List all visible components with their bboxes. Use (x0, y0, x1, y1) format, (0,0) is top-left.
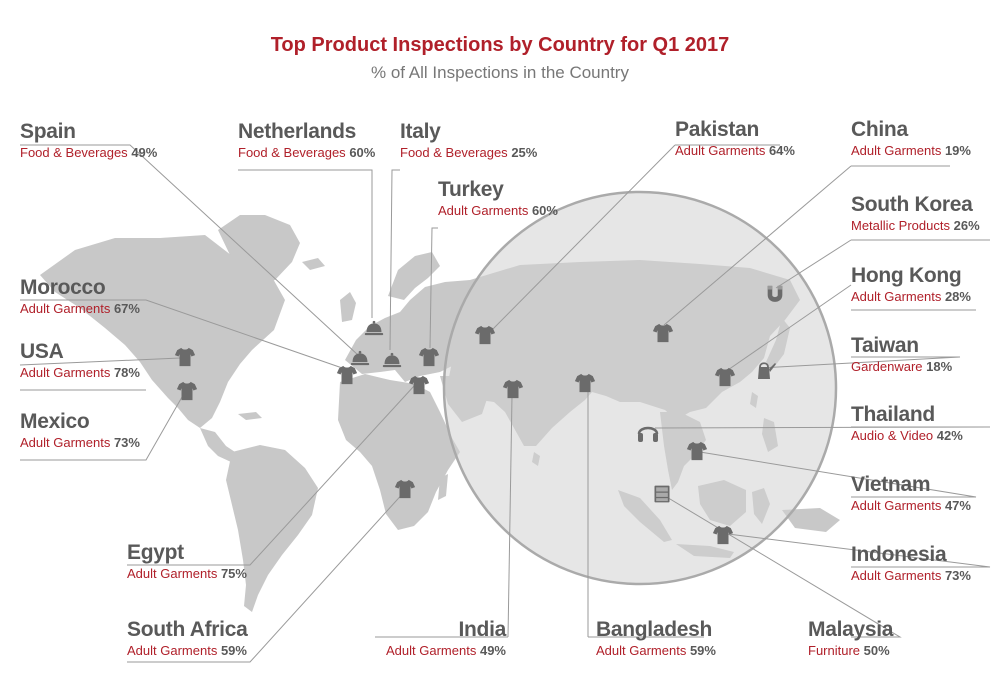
country-name: Spain (20, 120, 76, 143)
country-name: India (458, 618, 506, 641)
chart-subtitle: % of All Inspections in the Country (371, 63, 629, 82)
percentage: 75% (220, 566, 247, 581)
label-netherlands: Netherlands Food & Beverages 60% (238, 120, 375, 162)
percentage: 59% (689, 643, 716, 658)
product-category: Adult Garments (127, 643, 218, 658)
percentage: 73% (944, 568, 971, 583)
label-italy: Italy Food & Beverages 25% (400, 120, 537, 162)
percentage: 64% (768, 143, 795, 158)
label-spain: Spain Food & Beverages 49% (20, 120, 157, 162)
country-name: Turkey (438, 178, 504, 201)
country-name: South Korea (851, 193, 973, 216)
percentage: 47% (944, 498, 971, 513)
product-category: Adult Garments (851, 568, 942, 583)
cabinet-icon-malaysia (654, 485, 670, 503)
product-category: Food & Beverages (238, 145, 346, 160)
percentage: 19% (944, 143, 971, 158)
percentage: 60% (531, 203, 558, 218)
percentage: 67% (113, 301, 140, 316)
product-category: Adult Garments (20, 435, 111, 450)
percentage: 26% (953, 218, 980, 233)
country-name: Netherlands (238, 120, 357, 143)
label-egypt: Egypt Adult Garments 75% (127, 541, 247, 583)
percentage: 60% (349, 145, 376, 160)
country-name: Taiwan (851, 334, 919, 357)
country-name: Vietnam (851, 473, 931, 496)
label-hong-kong: Hong Kong Adult Garments 28% (851, 264, 971, 306)
label-morocco: Morocco Adult Garments 67% (20, 276, 140, 318)
label-taiwan: Taiwan Gardenware 18% (851, 334, 952, 376)
label-indonesia: Indonesia Adult Garments 73% (851, 543, 971, 585)
country-name: Indonesia (851, 543, 947, 566)
magnifier-circle (442, 190, 838, 586)
label-thailand: Thailand Audio & Video 42% (851, 403, 963, 445)
percentage: 49% (131, 145, 158, 160)
country-name: Mexico (20, 410, 90, 433)
product-category: Adult Garments (851, 498, 942, 513)
country-name: Thailand (851, 403, 935, 426)
product-category: Food & Beverages (20, 145, 128, 160)
product-category: Furniture (808, 643, 861, 658)
percentage: 59% (220, 643, 247, 658)
product-category: Adult Garments (851, 289, 942, 304)
percentage: 49% (479, 643, 506, 658)
country-name: Italy (400, 120, 441, 143)
percentage: 42% (936, 428, 963, 443)
product-category: Adult Garments (675, 143, 766, 158)
country-name: Malaysia (808, 618, 894, 641)
label-bangladesh: Bangladesh Adult Garments 59% (596, 618, 716, 660)
label-pakistan: Pakistan Adult Garments 64% (675, 118, 795, 160)
product-category: Audio & Video (851, 428, 934, 443)
label-vietnam: Vietnam Adult Garments 47% (851, 473, 971, 515)
country-name: China (851, 118, 908, 141)
label-mexico: Mexico Adult Garments 73% (20, 410, 140, 452)
percentage: 25% (511, 145, 538, 160)
percentage: 78% (113, 365, 140, 380)
country-name: Egypt (127, 541, 184, 564)
country-name: Hong Kong (851, 264, 962, 287)
percentage: 50% (863, 643, 890, 658)
label-china: China Adult Garments 19% (851, 118, 971, 160)
product-category: Adult Garments (20, 301, 111, 316)
label-turkey: Turkey Adult Garments 60% (438, 178, 558, 220)
country-name: USA (20, 340, 64, 363)
label-south-africa: South Africa Adult Garments 59% (127, 618, 248, 660)
percentage: 73% (113, 435, 140, 450)
product-category: Adult Garments (127, 566, 218, 581)
country-name: South Africa (127, 618, 248, 641)
country-name: Pakistan (675, 118, 759, 141)
percentage: 28% (944, 289, 971, 304)
percentage: 18% (926, 359, 953, 374)
label-india: India Adult Garments 49% (374, 618, 506, 660)
label-malaysia: Malaysia Furniture 50% (808, 618, 893, 660)
product-category: Adult Garments (20, 365, 111, 380)
label-usa: USA Adult Garments 78% (20, 340, 140, 382)
product-category: Metallic Products (851, 218, 950, 233)
product-category: Food & Beverages (400, 145, 508, 160)
product-category: Adult Garments (386, 643, 477, 658)
country-name: Morocco (20, 276, 106, 299)
product-category: Adult Garments (851, 143, 942, 158)
leader-lines (19, 144, 991, 663)
product-category: Adult Garments (438, 203, 529, 218)
chart-title: Top Product Inspections by Country for Q… (270, 34, 730, 56)
label-south-korea: South Korea Metallic Products 26% (851, 193, 980, 235)
product-category: Adult Garments (596, 643, 687, 658)
product-category: Gardenware (851, 359, 923, 374)
country-name: Bangladesh (596, 618, 713, 641)
